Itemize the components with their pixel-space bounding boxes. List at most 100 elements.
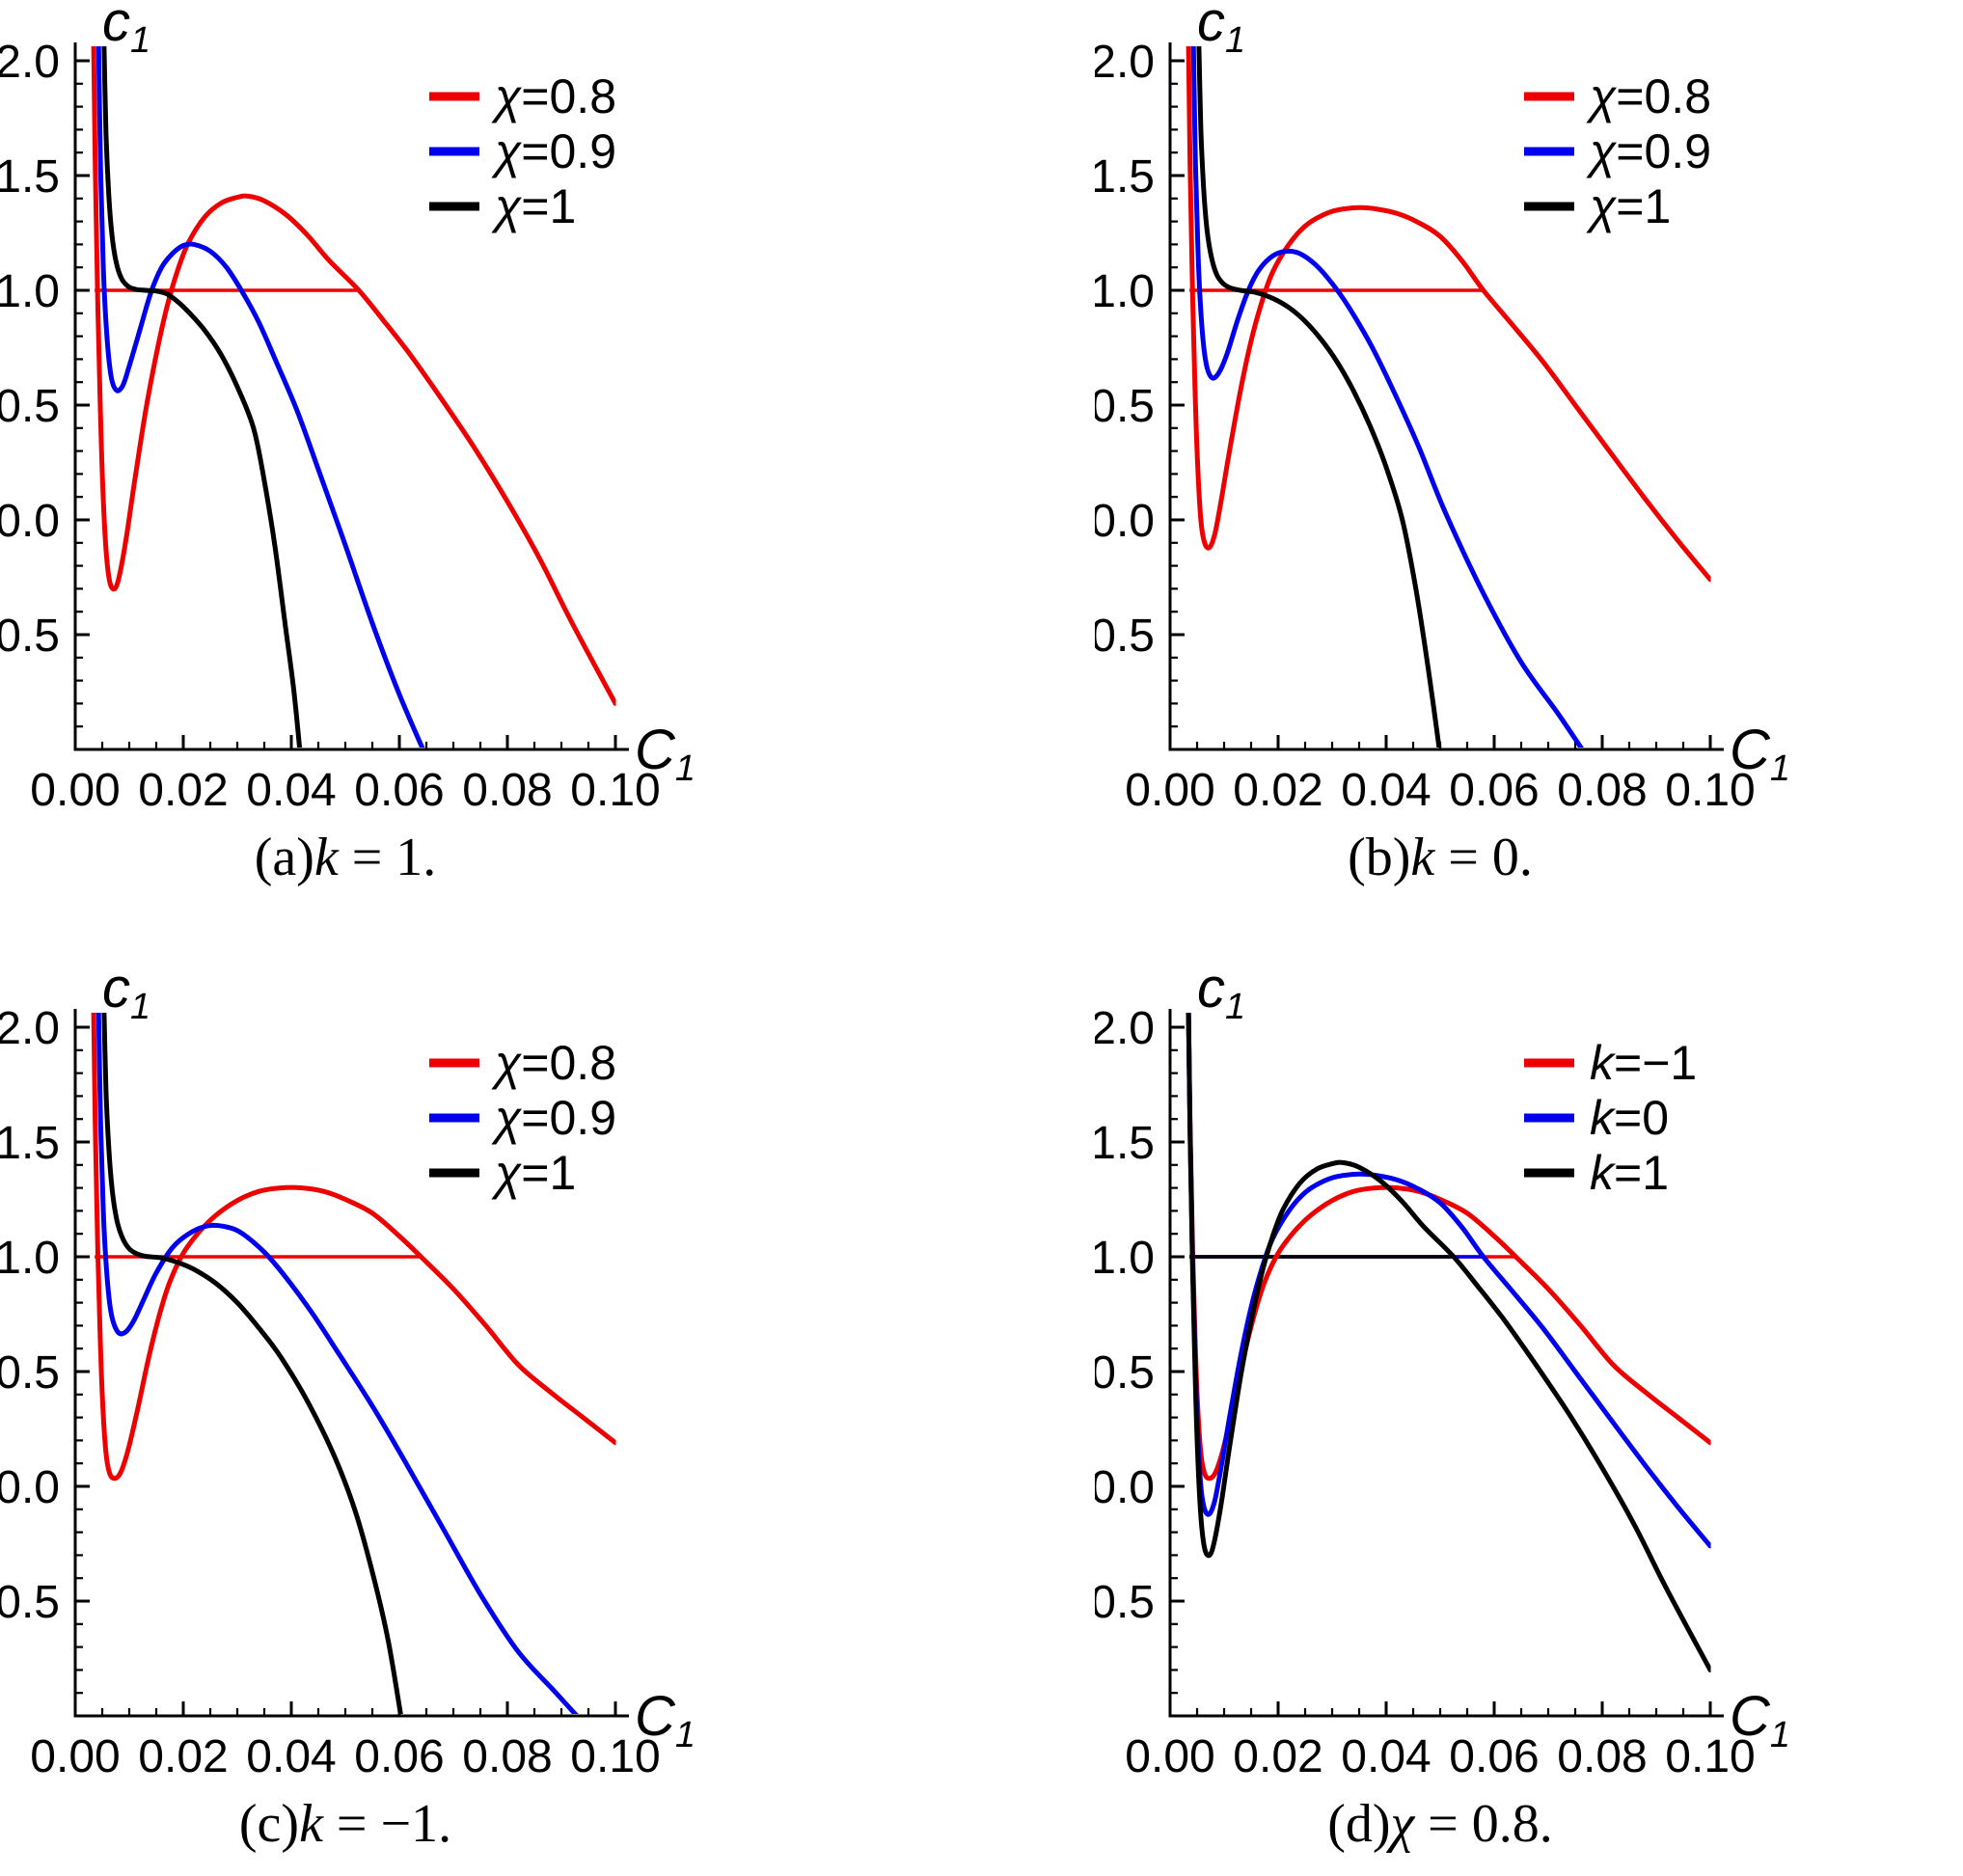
- legend-label: χ=0.9: [491, 124, 616, 178]
- y-tick-label: −0.5: [1095, 611, 1155, 662]
- y-tick-label: 0.5: [1095, 381, 1155, 432]
- x-tick-label: 0.06: [354, 1731, 444, 1782]
- legend-value: =1: [1616, 179, 1671, 233]
- caption-symbol: χ: [1390, 1794, 1415, 1854]
- y-tick-label: 2.0: [1095, 1003, 1155, 1054]
- caption-prefix: (a): [254, 828, 314, 887]
- curve-series-2: [101, 46, 303, 748]
- x-axis-label: C1: [1730, 719, 1790, 789]
- caption-symbol: k: [299, 1794, 323, 1854]
- legend-symbol: k: [1590, 1146, 1617, 1200]
- x-tick-label: 0.04: [246, 765, 336, 816]
- legend-label: χ=0.8: [1586, 69, 1711, 123]
- x-tick-label: 0.06: [354, 765, 444, 816]
- x-tick-label: 0.10: [570, 765, 660, 816]
- plot-area: [1186, 1013, 1711, 1672]
- legend-symbol: χ: [491, 69, 522, 123]
- caption-prefix: (d): [1327, 1794, 1391, 1854]
- legend-label: χ=1: [1586, 179, 1671, 233]
- y-tick-label: 0.0: [1095, 496, 1155, 547]
- legend-value: =0.8: [1616, 69, 1711, 123]
- legend-label: χ=1: [491, 1146, 576, 1200]
- legend-value: =0.9: [1616, 124, 1711, 178]
- plot-area: [91, 46, 616, 748]
- y-tick-label: 1.0: [1095, 1233, 1155, 1284]
- curve-series-1: [95, 1013, 579, 1714]
- x-tick-label: 0.08: [1557, 1731, 1647, 1782]
- legend-symbol: χ: [491, 1146, 522, 1200]
- x-tick-label: 0.02: [1233, 1731, 1322, 1782]
- y-tick-label: −0.5: [0, 1577, 60, 1628]
- x-axis-label: C1: [635, 719, 695, 789]
- y-tick-label: −0.5: [0, 611, 60, 662]
- plot-d: 0.00 0.02 0.04 0.06 0.08 0.10 2.0 1.5 1.0 0.5 0.0 −…: [1095, 966, 1790, 1782]
- x-tick-label: 0.02: [1233, 765, 1322, 816]
- legend-label: χ=0.8: [491, 1036, 616, 1090]
- legend-label: k=1: [1590, 1146, 1669, 1200]
- x-tick-label: 0.10: [1665, 765, 1755, 816]
- legend-label: χ=1: [491, 179, 576, 233]
- caption-suffix: = 1.: [338, 828, 437, 887]
- y-tick-label: 2.0: [0, 37, 60, 88]
- legend-label: k=−1: [1590, 1036, 1697, 1090]
- y-tick-label: 1.5: [0, 1118, 60, 1169]
- legend-symbol: χ: [491, 179, 522, 233]
- legend-symbol: χ: [1586, 179, 1617, 233]
- curve-series-1: [95, 46, 425, 748]
- y-tick-label: 0.0: [0, 1462, 60, 1513]
- legend-value: =1: [521, 1146, 576, 1200]
- legend-symbol: k: [1590, 1091, 1617, 1145]
- x-axis-label: C1: [635, 1685, 695, 1755]
- panel-c: 0.00 0.02 0.04 0.06 0.08 0.10 2.0 1.5 1.0 0.5 0.0 −…: [0, 938, 981, 1876]
- legend-value: =−1: [1614, 1036, 1697, 1090]
- plot-a: 0.00 0.02 0.04 0.06 0.08 0.10 2.0 1.5 1.0 0.5 0.0 −…: [0, 0, 695, 816]
- legend-symbol: χ: [1586, 69, 1617, 123]
- legend-symbol: χ: [491, 124, 522, 178]
- y-tick-label: 1.0: [0, 1233, 60, 1284]
- x-tick-label: 0.00: [1125, 1731, 1214, 1782]
- y-axis-label: c1: [102, 966, 150, 1027]
- curve-series-2: [1186, 1013, 1711, 1672]
- plot-area: [91, 1013, 616, 1714]
- caption-suffix: = −1.: [322, 1794, 452, 1854]
- caption-d: (d)χ = 0.8.: [1095, 1793, 1786, 1855]
- legend-label: χ=0.8: [491, 69, 616, 123]
- x-tick-label: 0.02: [138, 765, 228, 816]
- y-tick-label: 0.5: [1095, 1347, 1155, 1399]
- caption-symbol: k: [314, 828, 339, 887]
- y-tick-label: 1.0: [1095, 266, 1155, 317]
- legend-label: χ=0.9: [1586, 124, 1711, 178]
- caption-suffix: = 0.: [1434, 828, 1533, 887]
- curve-series-2: [1196, 46, 1442, 748]
- x-tick-label: 0.08: [462, 765, 552, 816]
- x-tick-label: 0.10: [1665, 1731, 1755, 1782]
- y-tick-label: 0.5: [0, 1347, 60, 1399]
- legend-symbol: k: [1590, 1036, 1617, 1090]
- panel-a: 0.00 0.02 0.04 0.06 0.08 0.10 2.0 1.5 1.0 0.5 0.0 −…: [0, 0, 981, 938]
- caption-prefix: (c): [238, 1794, 300, 1854]
- x-tick-label: 0.04: [1341, 765, 1431, 816]
- x-tick-label: 0.02: [138, 1731, 228, 1782]
- panel-b: 0.00 0.02 0.04 0.06 0.08 0.10 2.0 1.5 1.0 0.5 0.0 −…: [981, 0, 1963, 938]
- x-tick-label: 0.04: [1341, 1731, 1431, 1782]
- legend-symbol: χ: [491, 1036, 522, 1090]
- caption-suffix: = 0.8.: [1414, 1794, 1553, 1854]
- curve-series-1: [1190, 46, 1584, 748]
- y-tick-label: 0.5: [0, 381, 60, 432]
- curve-series-0: [91, 1013, 616, 1482]
- legend-value: =0.9: [521, 1091, 616, 1145]
- caption-symbol: k: [1410, 828, 1435, 887]
- curve-series-2: [101, 1013, 403, 1714]
- y-tick-label: −0.5: [1095, 1577, 1155, 1628]
- legend-value: =0.8: [521, 69, 616, 123]
- x-tick-label: 0.00: [1125, 765, 1214, 816]
- y-axis-label: c1: [1197, 0, 1245, 61]
- y-tick-label: 1.5: [1095, 151, 1155, 203]
- x-tick-label: 0.06: [1449, 765, 1539, 816]
- y-tick-label: 2.0: [0, 1003, 60, 1054]
- curve-series-0: [91, 46, 616, 706]
- x-tick-label: 0.08: [462, 1731, 552, 1782]
- panel-d: 0.00 0.02 0.04 0.06 0.08 0.10 2.0 1.5 1.0 0.5 0.0 −…: [981, 938, 1963, 1876]
- caption-c: (c)k = −1.: [0, 1793, 691, 1855]
